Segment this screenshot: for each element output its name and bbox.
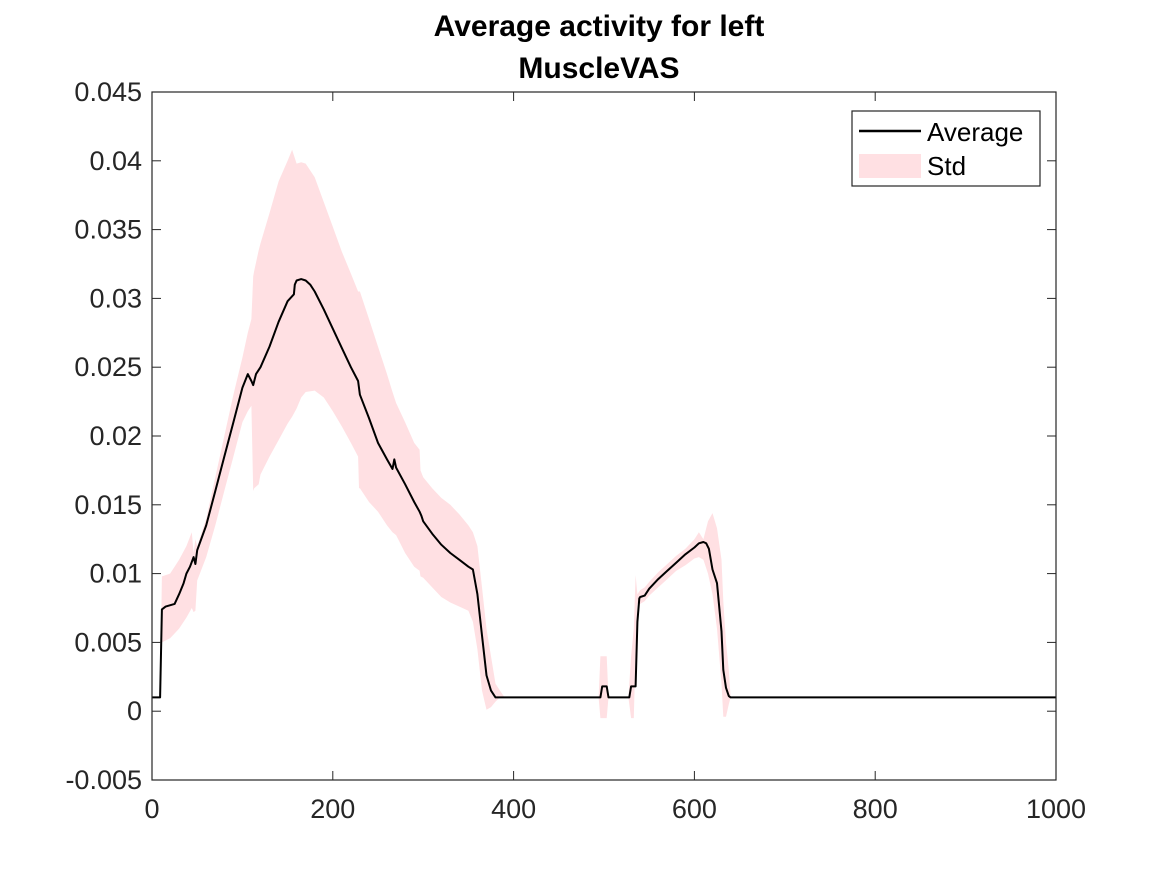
legend-average-label: Average: [927, 117, 1023, 147]
x-tick-label: 800: [853, 794, 898, 824]
legend-std-label: Std: [927, 151, 966, 181]
average-line-layer: [152, 278, 1056, 699]
average-line: [152, 278, 1056, 699]
x-tick-label: 200: [310, 794, 355, 824]
legend-std-swatch: [859, 154, 921, 178]
y-tick-label: 0.045: [74, 77, 142, 107]
legend: Average Std: [851, 110, 1041, 187]
chart-title-line-2: MuscleVAS: [518, 52, 679, 85]
y-tick-label: -0.005: [65, 765, 142, 795]
plot-axes-box: [151, 91, 1057, 781]
x-tick-label: 1000: [1026, 794, 1086, 824]
y-tick-label: 0.015: [74, 490, 142, 520]
y-tick-label: 0.025: [74, 352, 142, 382]
chart-title-line-1: Average activity for left: [434, 10, 765, 43]
y-tick-label: 0.035: [74, 215, 142, 245]
x-tick-label: 0: [144, 794, 159, 824]
y-tick-labels: -0.005 0 0.005 0.01 0.015 0.02 0.025 0.03 0.035 0…: [65, 77, 142, 795]
x-tick-label: 400: [491, 794, 536, 824]
y-tick-label: 0: [127, 696, 142, 726]
y-tick-label: 0.03: [89, 283, 142, 313]
y-tick-label: 0.005: [74, 627, 142, 657]
y-tick-label: 0.04: [89, 146, 142, 176]
y-tick-label: 0.02: [89, 421, 142, 451]
y-tick-label: 0.01: [89, 559, 142, 589]
x-tick-label: 600: [672, 794, 717, 824]
x-tick-labels: 0 200 400 600 800 1000: [144, 794, 1086, 824]
